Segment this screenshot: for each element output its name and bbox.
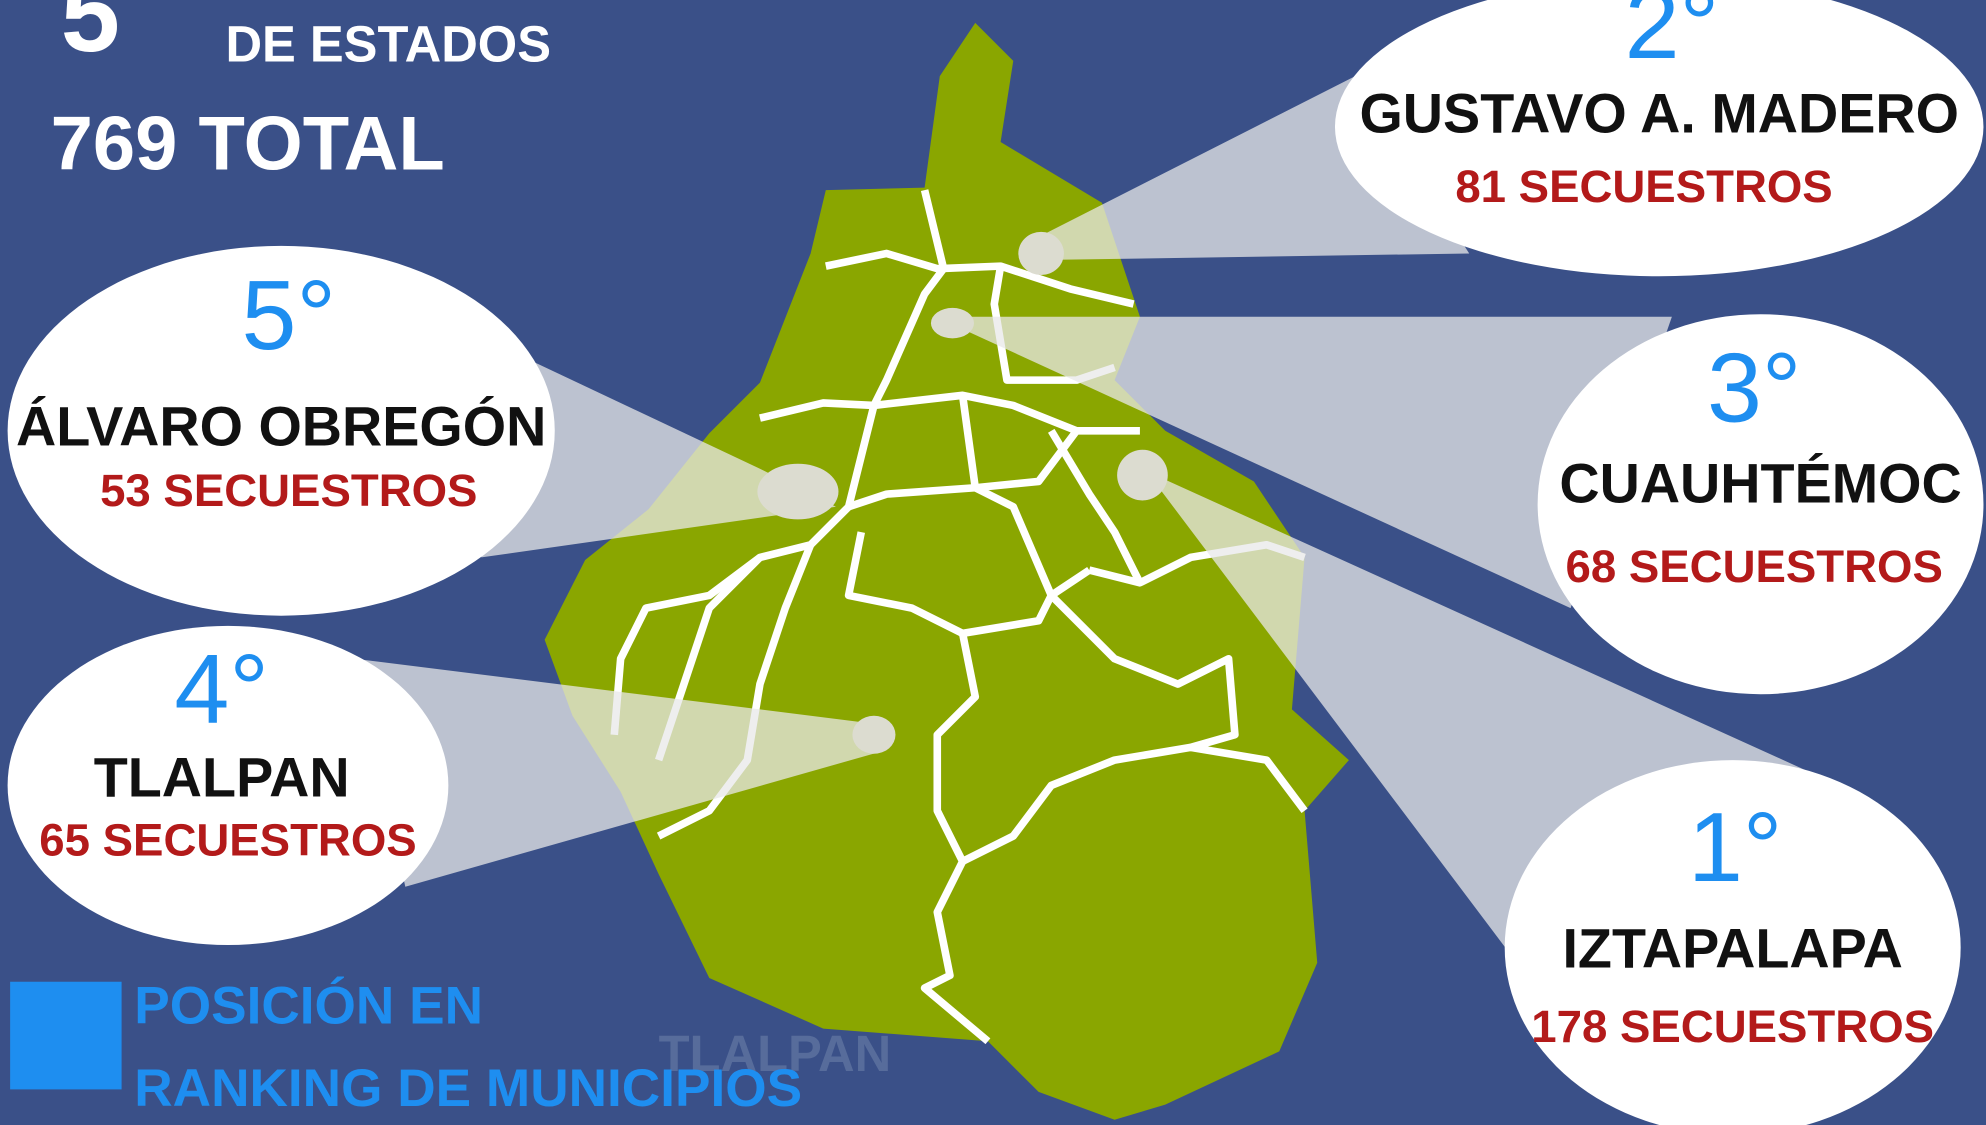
bubble	[7, 625, 449, 946]
big-number: 5	[61, 0, 120, 74]
name: CUAUHTÉMOC	[1559, 452, 1961, 514]
count: 65 SECUESTROS	[39, 815, 416, 866]
count: 68 SECUESTROS	[1566, 541, 1943, 592]
count: 81 SECUESTROS	[1455, 161, 1832, 212]
legend-text: POSICIÓN EN	[134, 976, 483, 1036]
count: 53 SECUESTROS	[100, 465, 477, 516]
name: ÁLVARO OBREGÓN	[16, 395, 546, 457]
bubble	[7, 245, 555, 616]
rank: 3°	[1707, 332, 1801, 442]
rank: 2°	[1625, 0, 1719, 79]
rank: 5°	[242, 260, 336, 370]
name: IZTAPALAPA	[1562, 917, 1902, 979]
name: GUSTAVO A. MADERO	[1359, 83, 1959, 145]
map-shape	[544, 22, 1349, 1120]
name: TLALPAN	[94, 746, 350, 808]
subtitle: DE ESTADOS	[225, 16, 551, 73]
rank: 4°	[174, 634, 268, 744]
total: 769 TOTAL	[51, 102, 445, 187]
map-label: TLALPAN	[659, 1025, 892, 1082]
bubble	[1537, 314, 1984, 695]
legend-swatch	[10, 981, 122, 1090]
bubble	[1504, 760, 1961, 1125]
bubble	[1335, 0, 1984, 277]
legend-text: RANKING DE MUNICIPIOS	[134, 1059, 802, 1118]
dots	[757, 231, 1168, 754]
count: 178 SECUESTROS	[1531, 1001, 1934, 1052]
rank: 1°	[1688, 792, 1782, 902]
